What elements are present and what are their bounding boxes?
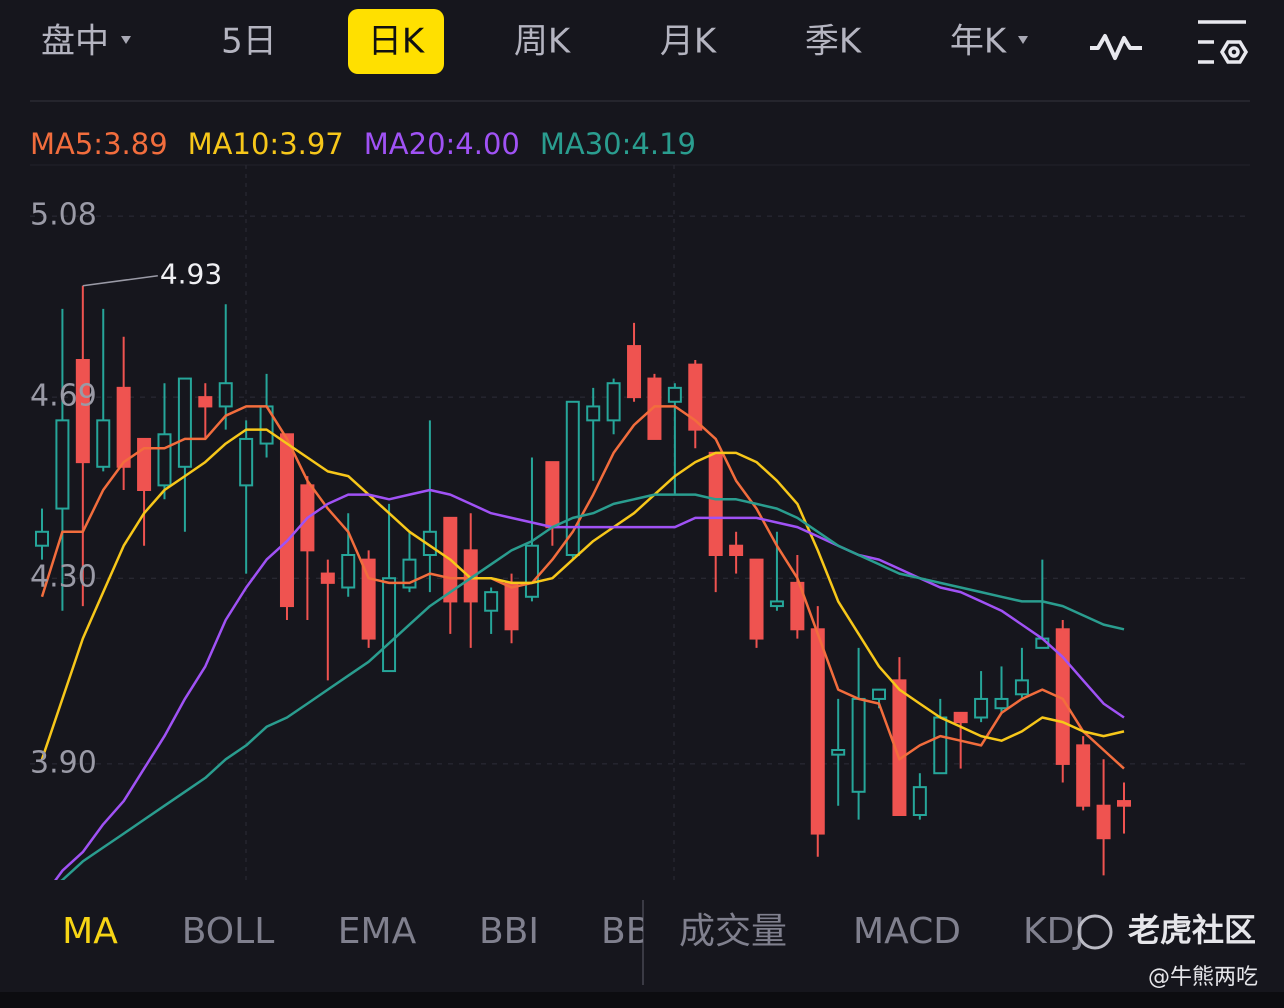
candle-body (116, 386, 131, 468)
candle-body (320, 572, 335, 584)
ma-lines (40, 405, 1125, 880)
candle-body (749, 558, 764, 640)
candle-body (545, 461, 560, 529)
settings-icon[interactable] (1198, 20, 1249, 64)
candle-body (1117, 800, 1131, 807)
candle-body (239, 437, 254, 487)
watermark-user: @牛熊两吃 (1148, 965, 1258, 990)
candle-body (851, 697, 866, 793)
candle-body (831, 749, 846, 756)
candle-body (55, 419, 70, 510)
candle-body (524, 544, 539, 598)
indicator-tabs: MA BOLL EMA BBI BB 成交量 MACD KDJ (62, 911, 1085, 952)
candle-body (688, 363, 703, 431)
chart-type-icon[interactable] (1090, 34, 1142, 60)
y-axis: 5.08 4.69 4.30 3.90 4.93 (30, 198, 222, 781)
candle-body (790, 581, 805, 631)
ma-line (40, 428, 1125, 760)
candle-body (137, 437, 152, 491)
legend-entry: MA10:3.97 (188, 127, 344, 161)
indicator-tab[interactable]: KDJ (1023, 911, 1085, 952)
candle-body (647, 377, 662, 440)
period-tab[interactable]: 日K (368, 22, 426, 62)
y-tick-label: 3.90 (30, 745, 97, 780)
dropdown-arrow (1018, 36, 1028, 44)
ma-line (40, 405, 1125, 770)
period-tab[interactable]: 月K (660, 22, 718, 62)
period-tabs: 盘中 5日 日K 周K 月K 季K 年K (41, 22, 1008, 62)
candle-body (912, 786, 927, 817)
candle-body (586, 405, 601, 422)
candle-body (974, 697, 989, 719)
candle-body (892, 679, 907, 816)
period-tab[interactable]: 年K (950, 22, 1008, 62)
candle-body (769, 600, 784, 608)
period-tab[interactable]: 5日 (221, 22, 277, 62)
candle-body (504, 581, 519, 631)
candle-body (1014, 679, 1029, 696)
candle-body (198, 396, 213, 408)
candle-body (627, 345, 642, 399)
watermark-icon (1077, 914, 1113, 950)
candle-body (872, 688, 887, 700)
indicator-tab[interactable]: 成交量 (679, 911, 787, 952)
bottom-bar (0, 992, 1284, 1008)
ma-line (54, 488, 1125, 880)
candle-body (382, 577, 397, 673)
candle-body (729, 544, 744, 557)
candle-body (157, 433, 172, 487)
indicator-tab[interactable]: MA (62, 911, 118, 952)
period-tab[interactable]: 周K (514, 22, 572, 62)
indicator-tab[interactable]: EMA (338, 911, 417, 952)
candle-body (1096, 804, 1111, 840)
candle-body (96, 419, 111, 468)
legend-entry: MA20:4.00 (364, 127, 520, 161)
max-label-leader (82, 274, 158, 287)
candle-body (667, 386, 682, 403)
ma-legend: MA5:3.89 MA10:3.97 MA20:4.00 MA30:4.19 (30, 127, 696, 161)
y-tick-label: 4.30 (30, 560, 97, 595)
candle-body (994, 697, 1009, 710)
indicator-tab[interactable]: MACD (853, 911, 961, 952)
period-tab[interactable]: 季K (805, 22, 863, 62)
candle-body (463, 549, 478, 603)
candle-body (218, 382, 233, 408)
candle-body (341, 554, 356, 589)
candle-body (35, 530, 49, 547)
ma-line (60, 493, 1125, 880)
candle-body (933, 716, 948, 775)
candle-body (484, 591, 499, 612)
indicator-tab[interactable]: BOLL (182, 911, 275, 952)
legend-entry: MA30:4.19 (540, 127, 696, 161)
candle-body (953, 711, 968, 724)
candle-body (75, 359, 90, 464)
watermark-brand: 老虎社区 (1128, 911, 1256, 949)
candle-body (810, 628, 825, 835)
tab-selected-bg (348, 9, 444, 74)
legend-entry: MA5:3.89 (30, 127, 168, 161)
y-tick-label: 5.08 (30, 198, 97, 233)
candle-body (606, 382, 621, 422)
indicator-tab[interactable]: BBI (479, 911, 539, 952)
y-tick-label: 4.69 (30, 379, 97, 414)
dropdown-arrow (121, 36, 131, 44)
indicator-tab[interactable]: BB (601, 911, 650, 952)
candle-body (708, 451, 723, 557)
candle-body (177, 377, 192, 468)
candle-body (279, 433, 294, 608)
candle-body (1076, 744, 1091, 807)
period-tab[interactable]: 盘中 (41, 22, 109, 62)
max-label: 4.93 (160, 258, 222, 291)
